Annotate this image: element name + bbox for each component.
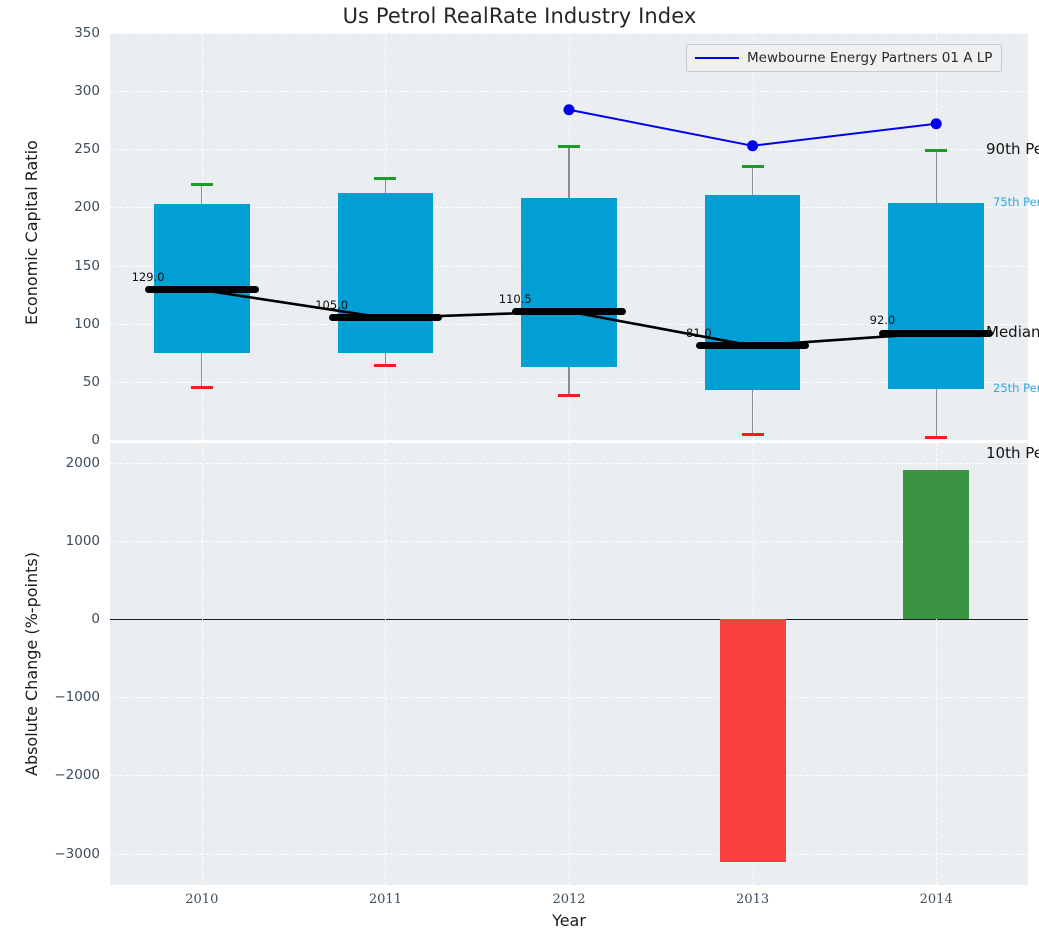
median-value-label: 92.0 — [869, 313, 896, 328]
y-axis-tick-label: 350 — [74, 25, 100, 41]
p10-cap — [190, 386, 213, 390]
gridline-vertical — [201, 443, 203, 885]
median-annotation: Median — [986, 323, 1039, 342]
y-axis-tick-label: 0 — [91, 611, 100, 628]
legend-entry-label: Mewbourne Energy Partners 01 A LP — [747, 50, 993, 66]
y-axis-tick-label: −2000 — [54, 767, 100, 784]
gridline-vertical — [569, 443, 570, 885]
p10-annotation: 10th Percentile — [986, 443, 1039, 462]
gridline-vertical — [385, 443, 387, 885]
y-axis-tick-label: 300 — [74, 83, 100, 100]
gridline-vertical — [936, 443, 938, 885]
absolute-change-bar — [719, 619, 786, 862]
y-axis-tick-label: 100 — [74, 315, 100, 332]
box-interquartile-range — [521, 198, 617, 367]
median-marker — [512, 308, 626, 315]
p75-annotation: 75th Percentile — [993, 194, 1039, 209]
y-axis-label-top: Economic Capital Ratio — [22, 139, 41, 325]
absolute-change-bar — [903, 470, 970, 619]
box-interquartile-range — [704, 194, 801, 390]
p90-annotation: 90th Percentile — [986, 140, 1039, 159]
p10-cap — [557, 394, 580, 398]
p10-cap — [925, 436, 948, 440]
y-axis-tick-label: 250 — [74, 141, 100, 158]
p10-cap — [741, 432, 764, 436]
median-value-label: 129.0 — [131, 269, 165, 284]
p90-cap — [925, 148, 948, 152]
box-interquartile-range — [154, 203, 250, 353]
y-axis-tick-label: 150 — [74, 257, 100, 274]
y-axis-tick-label: 200 — [74, 199, 100, 216]
y-axis-label-bottom: Absolute Change (%-points) — [22, 552, 41, 776]
y-axis-tick-label: 2000 — [65, 454, 100, 471]
median-marker — [879, 329, 993, 337]
y-axis-tick-label: 0 — [91, 432, 100, 448]
legend-line-swatch — [695, 57, 739, 59]
p90-cap — [190, 182, 213, 186]
x-axis-tick-label: 2013 — [736, 892, 770, 907]
x-axis-tick-label: 2012 — [552, 892, 586, 907]
x-axis-label: Year — [552, 911, 586, 930]
p90-cap — [557, 145, 580, 149]
p10-cap — [374, 364, 397, 368]
median-marker — [145, 286, 259, 294]
y-axis-tick-label: 1000 — [65, 532, 100, 549]
p90-cap — [741, 165, 764, 169]
median-value-label: 110.5 — [498, 291, 532, 306]
y-axis-tick-label: −3000 — [54, 845, 100, 862]
p90-cap — [374, 176, 397, 180]
chart-title: Us Petrol RealRate Industry Index — [342, 4, 697, 28]
box-interquartile-range — [888, 202, 984, 389]
median-marker — [695, 342, 810, 350]
legend[interactable]: Mewbourne Energy Partners 01 A LP — [686, 44, 1003, 72]
x-axis-tick-label: 2010 — [185, 892, 219, 907]
y-axis-tick-label: 50 — [82, 373, 100, 390]
median-value-label: 81.0 — [686, 325, 712, 340]
x-axis-tick-label: 2014 — [919, 892, 953, 907]
economic-capital-ratio-panel: 129.0 105.0 110.5 81.0 92.0 — [110, 33, 1028, 440]
y-axis-tick-label: −1000 — [54, 689, 100, 706]
absolute-change-panel — [110, 443, 1028, 885]
x-axis-tick-label: 2011 — [368, 892, 402, 907]
p25-annotation: 25th Percentile — [993, 380, 1039, 395]
median-marker — [328, 314, 443, 322]
box-interquartile-range — [337, 193, 434, 353]
median-value-label: 105.0 — [315, 297, 349, 312]
